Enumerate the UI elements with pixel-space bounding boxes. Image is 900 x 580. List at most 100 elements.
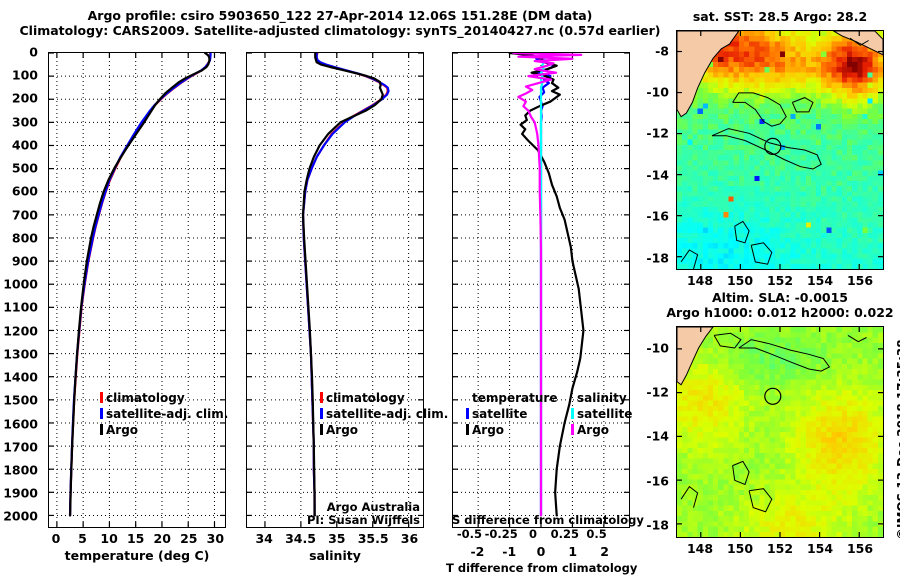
axis-tick-label: -16	[646, 473, 669, 489]
legend-swatch-climatology	[100, 392, 103, 403]
axis-tick-label: 152	[766, 273, 794, 288]
legend-swatch-satellite	[100, 408, 103, 419]
axis-tick-label: 700	[11, 207, 38, 223]
axis-tick-label: 148	[686, 273, 714, 288]
axis-tick-label: 148	[686, 541, 714, 556]
axis-tick-label: 0	[536, 544, 546, 559]
axis-tick-label: -12	[646, 125, 669, 141]
legend-header-salinity: salinity	[577, 391, 627, 405]
axis-tick-label: 1000	[3, 276, 38, 292]
legend-swatch-satellite	[320, 408, 323, 419]
axis-tick-label: -2	[470, 544, 485, 559]
legend-item: satellite-adj. clim.	[320, 407, 448, 421]
axis-tick-label: 500	[11, 160, 38, 176]
axis-tick-label: 20	[153, 531, 171, 546]
salinity-xaxis-ticklabels: 34 34.5 35 35.5 36	[246, 531, 424, 547]
axis-tick-label: 1700	[3, 439, 38, 455]
legend-item: Argo	[466, 423, 557, 437]
legend-item: Argo	[320, 423, 448, 437]
axis-tick-label: -18	[646, 517, 669, 533]
sat-sst-map-xticklabels: 148 150 152 154 156	[676, 273, 884, 289]
legend-swatch-sal-satellite	[571, 408, 574, 419]
axis-tick-label: 600	[11, 183, 38, 199]
axis-tick-label: -18	[646, 250, 669, 266]
legend-item: satellite	[466, 407, 557, 421]
axis-tick-label: 1600	[3, 416, 38, 431]
salinity-axis-label: salinity	[309, 548, 361, 563]
altim-map-title-line1: Altim. SLA: -0.0015	[712, 290, 848, 305]
axis-tick-label: 800	[11, 230, 38, 246]
legend-swatch-argo	[100, 424, 103, 435]
temperature-profile-plot	[48, 52, 226, 528]
altim-sla-map	[676, 326, 884, 538]
axis-tick-label: -0.5	[456, 527, 482, 541]
axis-tick-label: 154	[806, 273, 834, 288]
axis-tick-label: 34.5	[285, 531, 316, 546]
axis-tick-label: 2000	[3, 508, 38, 524]
salinity-difference-axis-label: S difference from climatology	[452, 513, 644, 527]
difference-legend-temperature: temperature satellite Argo	[466, 391, 557, 437]
axis-tick-label: 152	[766, 541, 794, 556]
axis-tick-label: -14	[646, 428, 669, 444]
axis-tick-label: 0.5	[586, 527, 607, 541]
argo-australia-annotation-line1: Argo Australia	[326, 500, 420, 514]
axis-tick-label: 10	[100, 531, 118, 546]
salinity-difference-ticklabels: -0.5 -0.25 0 0.25 0.5	[444, 527, 646, 542]
axis-tick-label: 0.25	[550, 527, 579, 541]
axis-tick-label: 15	[126, 531, 145, 546]
main-title-line2: Climatology: CARS2009. Satellite-adjuste…	[19, 23, 661, 38]
axis-tick-label: 25	[180, 531, 198, 546]
altim-sla-map-yticklabels: -10 -12 -14 -16 -18	[646, 326, 673, 538]
axis-tick-label: 900	[11, 253, 38, 269]
legend-swatch-climatology	[320, 392, 323, 403]
legend-swatch-temp-satellite	[466, 408, 469, 419]
axis-tick-label: 30	[206, 531, 225, 546]
axis-tick-label: 300	[11, 114, 38, 130]
axis-tick-label: 1300	[3, 346, 38, 362]
legend-header-temperature: temperature	[472, 391, 558, 405]
axis-tick-label: -1	[502, 544, 517, 559]
axis-tick-label: -16	[646, 208, 669, 224]
axis-tick-label: 150	[726, 541, 754, 556]
legend-item: Argo	[571, 423, 632, 437]
legend-item: climatology	[100, 391, 228, 405]
difference-profile-plot	[452, 52, 630, 528]
axis-tick-label: 2	[600, 544, 609, 559]
axis-tick-label: -8	[655, 43, 669, 59]
axis-tick-label: 1	[568, 544, 578, 559]
temperature-difference-ticklabels: -2 -1 0 1 2	[452, 544, 630, 559]
axis-tick-label: 34	[255, 531, 273, 546]
sat-sst-map	[676, 30, 884, 270]
temperature-difference-axis-label: T difference from climatology	[446, 561, 638, 575]
axis-tick-label: 150	[726, 273, 754, 288]
legend-item: Argo	[100, 423, 228, 437]
main-title-line1: Argo profile: csiro 5903650_122 27-Apr-2…	[87, 8, 593, 23]
altim-map-title-line2: Argo h1000: 0.012 h2000: 0.022	[666, 305, 894, 320]
legend-swatch-temp-argo	[466, 424, 469, 435]
temperature-xaxis-ticklabels: 0 5 10 15 20 25 30	[48, 531, 226, 547]
axis-tick-label: -10	[646, 340, 669, 356]
axis-tick-label: 0	[29, 44, 38, 60]
axis-tick-label: 156	[846, 541, 874, 556]
axis-tick-label: 5	[78, 531, 87, 546]
temperature-legend: climatology satellite-adj. clim. Argo	[100, 391, 228, 437]
axis-tick-label: -14	[646, 167, 669, 183]
axis-tick-label: 400	[11, 137, 38, 153]
axis-tick-label: 100	[11, 67, 38, 83]
temperature-yaxis-ticklabels: 0 100 200 300 400 500 600 700 800 900 1000 1100 1200…	[0, 45, 44, 528]
axis-tick-label: 36	[400, 531, 419, 546]
axis-tick-label: -0.25	[484, 527, 518, 541]
salinity-legend: climatology satellite-adj. clim. Argo	[320, 391, 448, 437]
axis-tick-label: 1400	[3, 369, 38, 385]
legend-item: climatology	[320, 391, 448, 405]
axis-tick-label: 154	[806, 541, 834, 556]
axis-tick-label: 0	[528, 527, 538, 541]
axis-tick-label: 1900	[3, 485, 38, 501]
axis-tick-label: 0	[51, 531, 61, 546]
legend-swatch-sal-argo	[571, 424, 574, 435]
axis-tick-label: -10	[646, 84, 669, 100]
difference-legend-salinity: salinity satellite Argo	[571, 391, 632, 437]
legend-item: satellite-adj. clim.	[100, 407, 228, 421]
legend-item: satellite	[571, 407, 632, 421]
imos-credit: ©IMOS 13-Dec-2018 17:35:38	[895, 339, 900, 540]
